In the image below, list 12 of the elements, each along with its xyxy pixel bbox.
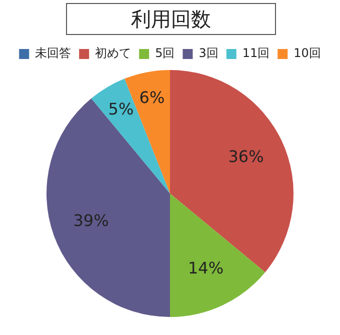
legend-label: 5回 xyxy=(155,46,175,60)
chart-title: 利用回数 xyxy=(66,3,276,35)
data-label: 6% xyxy=(139,88,165,108)
legend-label: 3回 xyxy=(198,46,218,60)
data-label: 39% xyxy=(73,211,109,230)
legend-label: 11回 xyxy=(242,46,270,60)
legend-label: 初めて xyxy=(95,46,132,60)
data-label: 36% xyxy=(228,146,264,166)
legend-label: 未回答 xyxy=(35,46,72,60)
data-label: 5% xyxy=(108,100,134,119)
data-label: 14% xyxy=(188,258,224,278)
legend-label: 10回 xyxy=(294,46,321,60)
